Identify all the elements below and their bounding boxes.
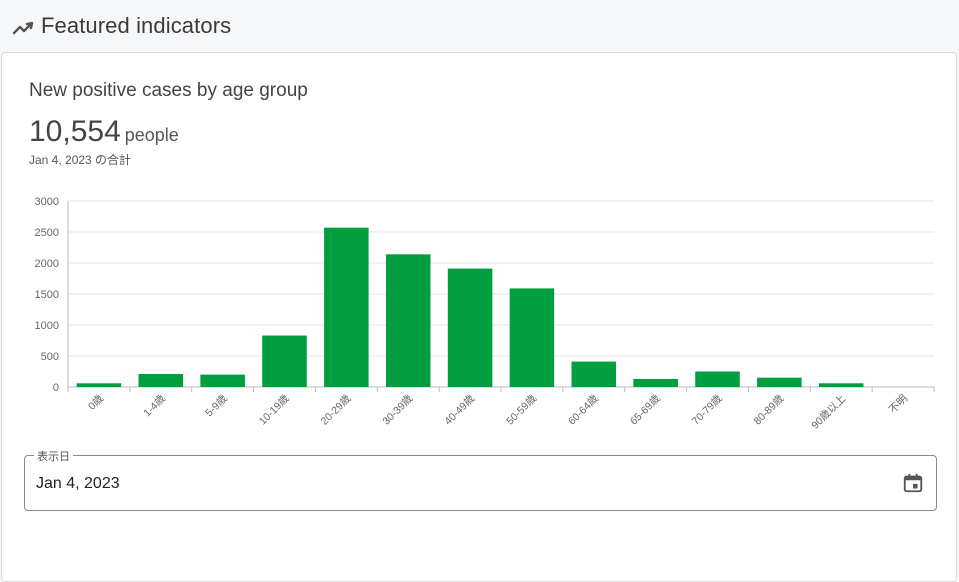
bar [138,373,184,387]
indicator-card: New positive cases by age group 10,554 pe… [1,52,957,582]
x-tick-label: 90歳以上 [809,393,848,432]
date-field-value[interactable]: Jan 4, 2023 [36,475,120,492]
bar [324,227,369,387]
bar [262,335,307,387]
bar [757,377,802,387]
calendar-icon[interactable] [902,472,924,494]
bar [76,383,122,387]
x-tick-label: 5-9歳 [203,392,230,419]
bar [509,288,555,387]
bar [633,378,678,387]
display-date-field[interactable]: 表示日 Jan 4, 2023 [24,448,937,511]
total-date-note: Jan 4, 2023 の合計 [29,153,132,167]
card-title: New positive cases by age group [29,80,308,101]
y-tick-label: 2000 [35,258,59,270]
total-number: 10,554 [29,115,121,148]
x-tick-label: 50-59歳 [504,392,539,427]
bar [695,371,740,387]
x-tick-label: 不明 [887,393,910,416]
total-unit: people [124,125,179,145]
section-header: Featured indicators [0,0,959,52]
y-tick-label: 500 [41,351,59,363]
x-tick-label: 20-29歳 [319,392,354,427]
x-tick-label: 10-19歳 [257,392,292,427]
age-group-bar-chart: 0 500 1000 1500 2000 2500 3000 0歳 1-4歳 5-9歳 10-19歳… [35,196,935,432]
bar [385,254,431,387]
total-value: 10,554 people [29,115,179,149]
x-tick-label: 65-69歳 [628,392,663,427]
y-tick-label: 1500 [35,289,59,301]
date-field-label: 表示日 [34,448,73,464]
x-tick-label: 1-4歳 [141,392,168,419]
bar [447,268,493,387]
x-tick-label: 80-89歳 [752,392,787,427]
y-tick-label: 1000 [35,320,59,332]
y-tick-label: 2500 [35,227,59,239]
bar [818,383,864,387]
bar [571,361,617,387]
x-tick-label: 40-49歳 [442,392,477,427]
x-tick-label: 60-64歳 [566,392,601,427]
x-tick-label: 0歳 [86,392,106,412]
section-title: Featured indicators [41,13,232,38]
x-tick-label: 30-39歳 [380,392,415,427]
x-tick-label: 70-79歳 [690,392,725,427]
bar [200,374,245,387]
trending-up-icon [12,21,34,35]
y-tick-label: 3000 [35,196,59,208]
y-tick-label: 0 [53,382,59,394]
